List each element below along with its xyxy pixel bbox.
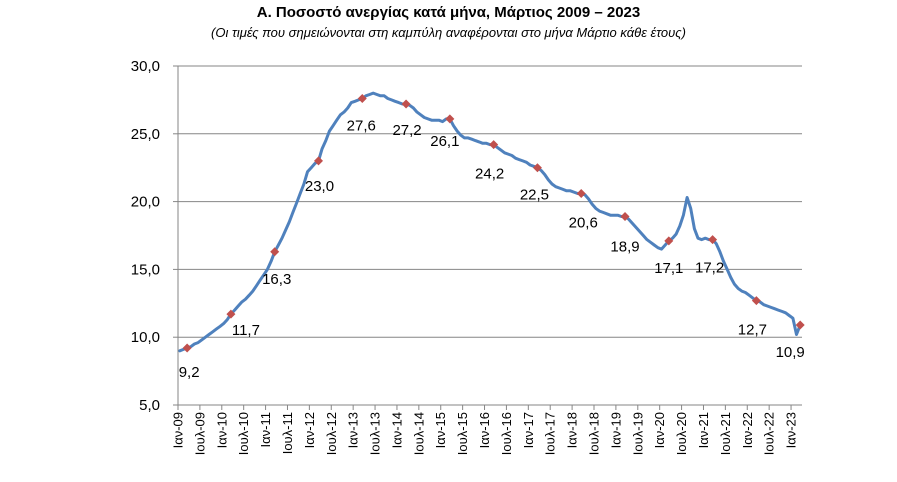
marker-march-2014-03 <box>401 99 411 109</box>
marker-march-2010-03 <box>226 309 236 319</box>
grid-layer <box>178 65 802 338</box>
x-tick-label: Ιαν-12 <box>302 412 317 448</box>
data-label-2023-03: 10,9 <box>776 344 805 361</box>
chart-subtitle: (Οι τιμές που σημειώνονται στη καμπύλη α… <box>211 25 686 40</box>
x-tick-label: Ιουλ-12 <box>324 412 339 455</box>
marker-march-2009-03 <box>182 343 192 353</box>
x-tick-label: Ιουλ-13 <box>368 412 383 455</box>
series-layer <box>178 91 802 353</box>
x-tick-label: Ιουλ-21 <box>718 412 733 455</box>
x-tick-label: Ιαν-23 <box>784 412 799 448</box>
chart-title: Α. Ποσοστό ανεργίας κατά μήνα, Μάρτιος 2… <box>256 4 641 21</box>
marker-march-2018-03 <box>576 188 586 198</box>
y-tick-label: 5,0 <box>139 397 160 414</box>
x-tick-label: Ιαν-13 <box>346 412 361 448</box>
data-label-2010-03: 11,7 <box>232 322 260 339</box>
x-tick-label: Ιαν-20 <box>652 412 667 448</box>
x-tick-label: Ιαν-11 <box>258 412 273 447</box>
x-tick-label: Ιαν-09 <box>171 412 186 448</box>
marker-march-2023-03 <box>795 320 805 330</box>
x-tick-label: Ιαν-22 <box>740 412 755 448</box>
x-tick-label: Ιουλ-16 <box>499 412 514 455</box>
data-label-2013-03: 27,6 <box>347 118 376 135</box>
x-tick-label: Ιουλ-17 <box>543 412 558 455</box>
x-tick-label: Ιαν-18 <box>565 412 580 448</box>
marker-march-2019-03 <box>620 212 630 222</box>
data-label-2022-03: 12,7 <box>738 322 767 339</box>
data-label-2019-03: 18,9 <box>610 239 639 256</box>
data-label-2018-03: 20,6 <box>569 214 598 231</box>
label-layer: 9,2 11,7 16,3 23,0 27,6 27,2 26,1 24,2 22,5 20,6 1… <box>179 118 805 382</box>
x-tick-label: Ιαν-17 <box>521 412 536 448</box>
data-label-2012-03: 23,0 <box>305 178 334 195</box>
data-label-2020-03: 17,1 <box>654 260 683 277</box>
marker-march-2017-03 <box>532 163 542 173</box>
marker-march-2011-03 <box>270 247 280 257</box>
y-tick-label: 10,0 <box>131 329 160 346</box>
data-label-2017-03: 22,5 <box>520 187 549 204</box>
data-label-2011-03: 16,3 <box>262 271 291 288</box>
axis-layer: 5,0 10,0 15,0 20,0 25,0 30,0 Ιαν-09 Ιουλ-09 Ιαν-… <box>131 58 802 455</box>
data-label-2021-03: 17,2 <box>695 260 724 277</box>
y-tick-label: 15,0 <box>131 261 160 278</box>
marker-layer <box>182 94 805 353</box>
x-tick-label: Ιαν-10 <box>214 412 229 448</box>
x-tick-label: Ιουλ-18 <box>587 412 602 455</box>
y-tick-label: 20,0 <box>131 194 160 211</box>
x-tick-label: Ιουλ-11 <box>280 412 295 454</box>
data-label-2014-03: 27,2 <box>392 122 421 139</box>
x-tick-label: Ιουλ-10 <box>236 412 251 455</box>
x-tick-label: Ιαν-19 <box>608 412 623 448</box>
data-label-2009-03: 9,2 <box>179 364 200 381</box>
y-tick-label: 30,0 <box>131 58 160 75</box>
marker-march-2013-03 <box>357 94 367 104</box>
series-line-unemployment <box>178 91 802 353</box>
x-tick-label: Ιουλ-22 <box>762 412 777 455</box>
x-tick-label: Ιαν-21 <box>696 412 711 448</box>
marker-march-2016-03 <box>489 140 499 150</box>
marker-march-2022-03 <box>751 296 761 306</box>
x-tick-label: Ιαν-14 <box>389 412 404 448</box>
data-label-2016-03: 24,2 <box>475 166 504 183</box>
x-tick-label: Ιουλ-19 <box>630 412 645 455</box>
x-tick-label: Ιουλ-09 <box>192 412 207 455</box>
data-label-2015-03: 26,1 <box>430 133 459 150</box>
x-tick-label: Ιαν-16 <box>477 412 492 448</box>
x-tick-label: Ιαν-15 <box>433 412 448 448</box>
y-tick-label: 25,0 <box>131 126 160 143</box>
x-tick-label: Ιουλ-14 <box>411 412 426 455</box>
x-tick-label: Ιουλ-15 <box>455 412 470 455</box>
x-tick-label: Ιουλ-20 <box>674 412 689 455</box>
marker-march-2020-03 <box>664 236 674 246</box>
marker-march-2021-03 <box>708 235 718 245</box>
marker-march-2015-03 <box>445 114 455 124</box>
marker-march-2012-03 <box>313 156 323 166</box>
